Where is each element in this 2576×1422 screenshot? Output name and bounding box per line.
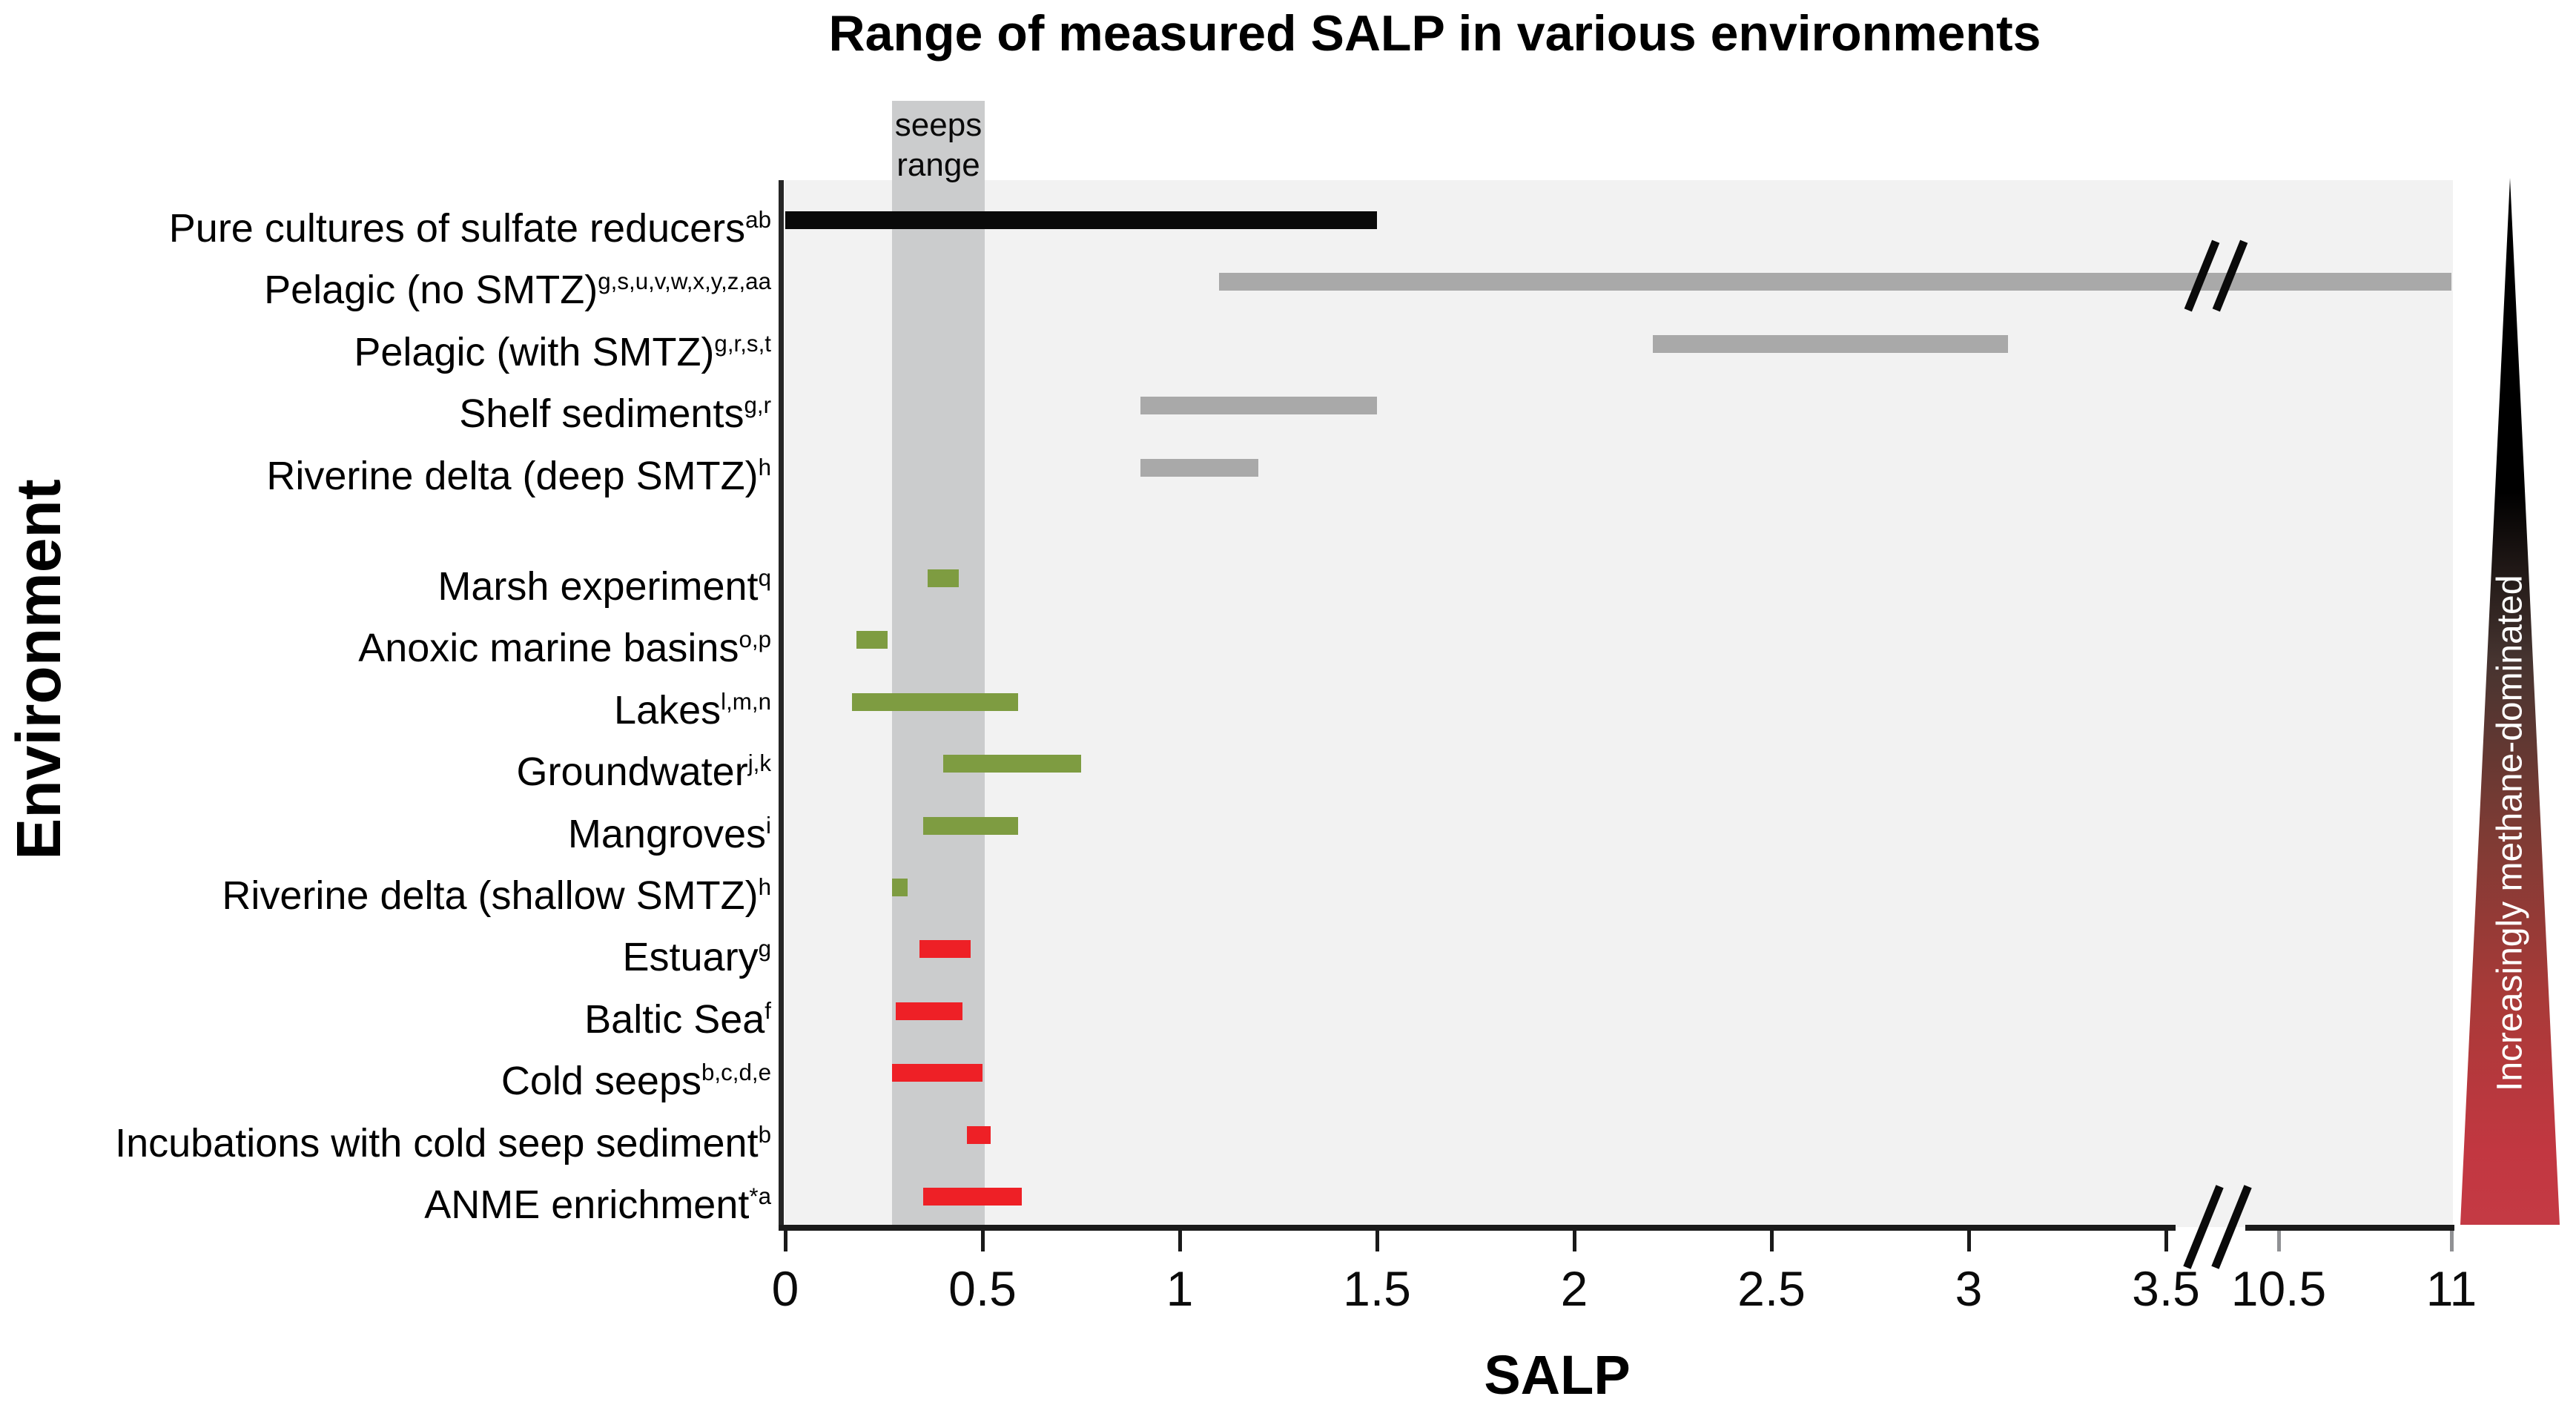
- x-axis-tick: [2164, 1231, 2168, 1251]
- range-bar: [927, 569, 960, 587]
- range-bar: [895, 1002, 963, 1020]
- x-axis-tick: [1178, 1231, 1182, 1251]
- x-axis-tick: [981, 1231, 985, 1251]
- range-bar: [1140, 397, 1377, 415]
- category-label: Pure cultures of sulfate reducersab: [168, 206, 771, 251]
- range-bar: [919, 940, 971, 959]
- range-bar: [1219, 273, 2451, 291]
- x-axis-tick: [2277, 1231, 2281, 1251]
- category-label: Marsh experimentq: [437, 564, 771, 609]
- x-axis-tick-label: 11: [2425, 1261, 2477, 1316]
- seeps-range-band-label-line2: range: [896, 147, 980, 183]
- x-axis-tick-label: 0.5: [948, 1261, 1017, 1316]
- range-bar: [856, 631, 888, 649]
- seeps-range-band-label: seeps range: [859, 105, 1018, 185]
- seeps-range-band-label-line1: seeps: [894, 107, 982, 143]
- seeps-range-band: [892, 101, 985, 1227]
- x-axis-line-main: [779, 1225, 2176, 1231]
- x-axis-tick-label: 3: [1955, 1261, 1983, 1316]
- range-bar: [923, 816, 1018, 835]
- range-bar: [923, 1188, 1023, 1206]
- x-axis-tick: [1770, 1231, 1774, 1251]
- range-bar: [1140, 458, 1259, 477]
- methane-gradient-wedge-label: Increasingly methane-dominated: [2490, 575, 2530, 1092]
- range-bar: [852, 692, 1018, 711]
- x-axis-title: SALP: [1484, 1344, 1631, 1406]
- category-label: Incubations with cold seep sedimentb: [115, 1120, 771, 1165]
- range-bar: [942, 755, 1081, 773]
- category-label: ANME enrichment*a: [424, 1183, 771, 1227]
- x-axis-tick-label: 1: [1166, 1261, 1194, 1316]
- range-bar: [785, 211, 1377, 229]
- x-axis-line-after-break: [2245, 1225, 2454, 1231]
- plot-area: [785, 180, 2453, 1227]
- category-label: Pelagic (no SMTZ)g,s,u,v,w,x,y,z,aa: [264, 268, 771, 313]
- category-label: Lakesl,m,n: [614, 687, 771, 733]
- x-axis-tick: [1573, 1231, 1576, 1251]
- x-axis-tick: [1375, 1231, 1379, 1251]
- category-label: Riverine delta (shallow SMTZ)h: [222, 873, 771, 918]
- range-bar: [1653, 334, 2009, 353]
- category-label: Cold seepsb,c,d,e: [501, 1059, 771, 1104]
- chart-title: Range of measured SALP in various enviro…: [828, 5, 2041, 62]
- category-label: Mangrovesi: [567, 811, 771, 856]
- range-bar: [891, 879, 908, 896]
- category-label: Riverine delta (deep SMTZ)h: [266, 453, 771, 498]
- x-axis-tick-label: 10.5: [2230, 1261, 2327, 1316]
- range-bar: [891, 1064, 982, 1082]
- x-axis-tick-label: 1.5: [1343, 1261, 1411, 1316]
- y-axis-line: [779, 180, 784, 1230]
- category-label: Pelagic (with SMTZ)g,r,s,t: [354, 329, 771, 374]
- category-label: Anoxic marine basinso,p: [358, 626, 771, 671]
- y-axis-title: Environment: [4, 479, 73, 860]
- category-label: Baltic Seaf: [584, 996, 771, 1042]
- category-label: Groundwaterj,k: [516, 750, 771, 795]
- x-axis-tick-label: 3.5: [2132, 1261, 2200, 1316]
- x-axis-tick: [1967, 1231, 1971, 1251]
- x-axis-tick-label: 0: [771, 1261, 799, 1316]
- x-axis-tick-label: 2: [1560, 1261, 1588, 1316]
- x-axis-tick-label: 2.5: [1737, 1261, 1806, 1316]
- x-axis-tick: [784, 1231, 787, 1251]
- category-label: Shelf sedimentsg,r: [459, 391, 771, 437]
- methane-gradient-wedge: Increasingly methane-dominated: [2460, 178, 2560, 1225]
- category-label: Estuaryg: [622, 935, 772, 980]
- x-axis-tick: [2450, 1231, 2454, 1251]
- range-bar: [966, 1125, 991, 1144]
